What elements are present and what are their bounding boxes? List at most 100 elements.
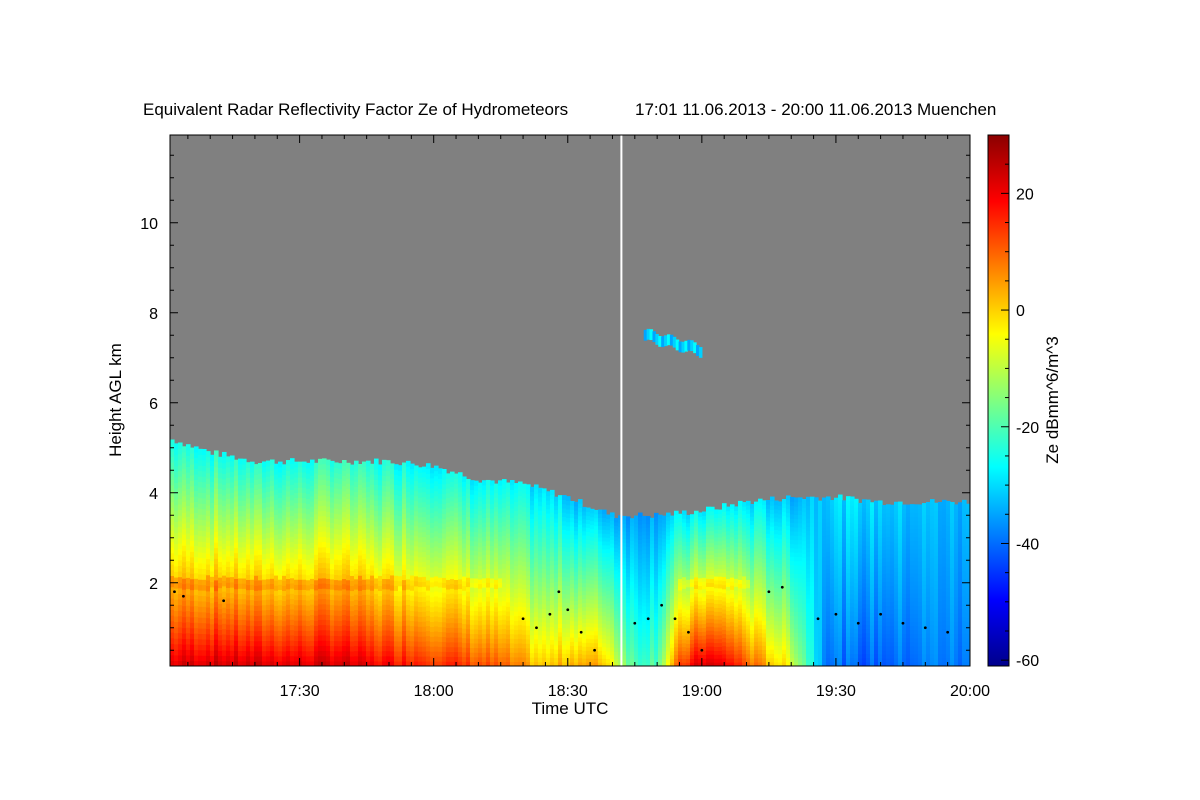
heatmap-cell — [274, 635, 279, 642]
heatmap-cell — [574, 571, 579, 577]
heatmap-cell — [662, 628, 667, 633]
heatmap-cell — [226, 597, 231, 604]
heatmap-cell — [450, 612, 455, 618]
heatmap-cell — [506, 560, 511, 566]
heatmap-cell — [270, 635, 275, 641]
heatmap-cell — [610, 596, 615, 602]
heatmap-cell — [266, 553, 271, 559]
heatmap-cell — [418, 581, 423, 588]
heatmap-cell — [194, 660, 199, 666]
heatmap-cell — [186, 616, 191, 623]
heatmap-cell — [614, 614, 619, 619]
heatmap-cell — [546, 569, 551, 575]
heatmap-cell — [350, 525, 355, 531]
heatmap-cell — [294, 548, 299, 555]
heatmap-cell — [250, 487, 255, 493]
heatmap-cell — [190, 453, 195, 460]
heatmap-cell — [366, 558, 371, 564]
heatmap-cell — [398, 480, 403, 486]
heatmap-cell — [638, 570, 643, 575]
heatmap-cell — [310, 624, 315, 631]
heatmap-cell — [590, 610, 595, 616]
heatmap-cell — [582, 530, 587, 536]
heatmap-cell — [462, 538, 467, 544]
heatmap-cell — [218, 472, 223, 479]
heatmap-cell — [314, 498, 319, 505]
heatmap-cell — [234, 614, 239, 621]
heatmap-cell — [562, 571, 567, 577]
heatmap-cell — [242, 557, 247, 563]
heatmap-cell — [254, 534, 259, 541]
heatmap-cell — [386, 599, 391, 605]
heatmap-cell — [630, 540, 635, 545]
heatmap-cell — [306, 483, 311, 489]
heatmap-cell — [454, 579, 459, 585]
heatmap-cell — [310, 557, 315, 564]
heatmap-cell — [562, 606, 567, 612]
heatmap-cell — [654, 562, 659, 568]
heatmap-cell — [602, 595, 607, 601]
heatmap-cell — [546, 596, 551, 602]
heatmap-cell — [474, 638, 479, 644]
heatmap-cell — [266, 609, 271, 616]
heatmap-cell — [422, 491, 427, 498]
heatmap-cell — [618, 549, 623, 554]
heatmap-cell — [338, 564, 343, 571]
heatmap-cell — [534, 484, 539, 490]
heatmap-cell — [490, 656, 495, 662]
heatmap-cell — [250, 620, 255, 626]
heatmap-cell — [566, 657, 571, 663]
heatmap-cell — [418, 467, 423, 473]
heatmap-cell — [226, 655, 231, 662]
heatmap-cell — [294, 553, 299, 560]
heatmap-cell — [326, 547, 331, 554]
heatmap-cell — [598, 603, 603, 608]
heatmap-cell — [350, 590, 355, 597]
heatmap-cell — [634, 571, 639, 577]
heatmap-cell — [586, 602, 591, 608]
heatmap-cell — [518, 495, 523, 501]
heatmap-cell — [638, 562, 643, 567]
heatmap-cell — [550, 591, 555, 597]
heatmap-cell — [534, 489, 539, 495]
heatmap-cell — [286, 640, 291, 646]
heatmap-cell — [634, 643, 639, 648]
heatmap-cell — [174, 454, 179, 461]
heatmap-cell — [610, 566, 615, 571]
heatmap-cell — [454, 531, 459, 537]
heatmap-cell — [558, 589, 563, 594]
heatmap-cell — [654, 589, 659, 594]
heatmap-cell — [218, 571, 223, 578]
heatmap-cell — [542, 594, 547, 600]
heatmap-cell — [614, 518, 619, 523]
heatmap-cell — [434, 490, 439, 497]
heatmap-cell — [546, 500, 551, 505]
heatmap-cell — [578, 640, 583, 646]
heatmap-cell — [362, 630, 367, 636]
heatmap-cell — [438, 581, 443, 588]
heatmap-cell — [522, 661, 527, 666]
heatmap-cell — [634, 549, 639, 554]
heatmap-cell — [510, 577, 515, 583]
heatmap-cell — [294, 558, 299, 565]
heatmap-cell — [282, 645, 287, 652]
heatmap-cell — [366, 542, 371, 549]
heatmap-cell — [594, 607, 599, 612]
heatmap-cell — [410, 605, 415, 611]
heatmap-cell — [334, 584, 339, 591]
heatmap-cell — [346, 630, 351, 637]
heatmap-cell — [230, 566, 235, 572]
heatmap-cell — [382, 660, 387, 666]
heatmap-cell — [198, 530, 203, 537]
heatmap-cell — [454, 536, 459, 542]
heatmap-cell — [486, 582, 491, 588]
heatmap-cell — [202, 573, 207, 580]
heatmap-cell — [410, 615, 415, 622]
heatmap-cell — [430, 596, 435, 603]
heatmap-cell — [494, 652, 499, 658]
heatmap-cell — [430, 586, 435, 593]
heatmap-cell — [194, 611, 199, 618]
heatmap-cell — [398, 660, 403, 666]
heatmap-cell — [486, 652, 491, 658]
heatmap-cell — [198, 465, 203, 472]
